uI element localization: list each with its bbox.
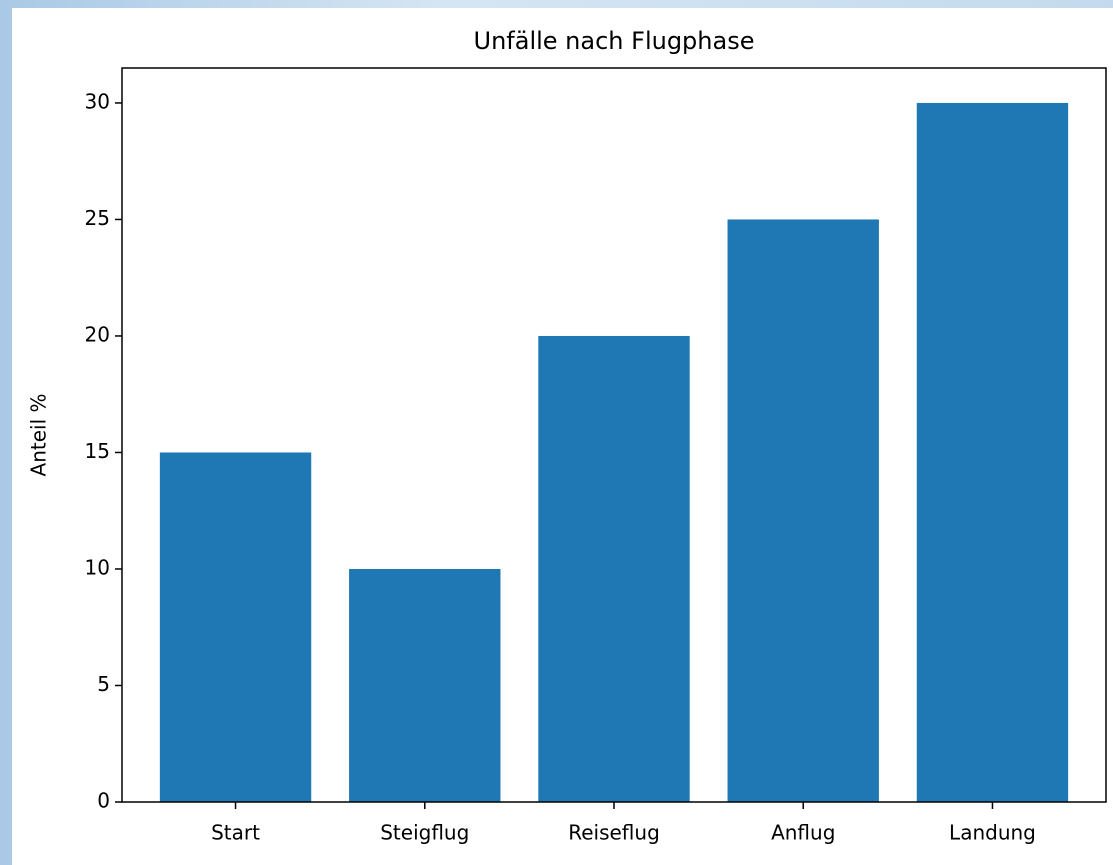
chart: Unfälle nach Flugphase Anteil % 0 5 10 15 20… — [0, 0, 1113, 865]
y-tick-label: 15 — [85, 439, 110, 463]
bar — [728, 219, 879, 802]
x-tick-label: Start — [211, 821, 260, 845]
chart-title: Unfälle nach Flugphase — [474, 27, 755, 55]
bar — [349, 569, 500, 802]
x-tick-label: Steigflug — [380, 821, 469, 845]
y-tick-label: 10 — [85, 555, 110, 579]
y-tick-label: 20 — [85, 322, 110, 346]
bar — [538, 336, 689, 802]
y-axis-label: Anteil % — [27, 394, 51, 477]
bar — [917, 103, 1068, 802]
y-tick-label: 25 — [85, 206, 110, 230]
x-tick-label: Landung — [949, 821, 1036, 845]
bar — [160, 452, 311, 802]
x-tick-label: Anflug — [771, 821, 835, 845]
y-tick-label: 5 — [97, 672, 110, 696]
x-tick-label: Reiseflug — [568, 821, 660, 845]
y-tick-label: 0 — [97, 789, 110, 813]
y-tick-label: 30 — [85, 89, 110, 113]
